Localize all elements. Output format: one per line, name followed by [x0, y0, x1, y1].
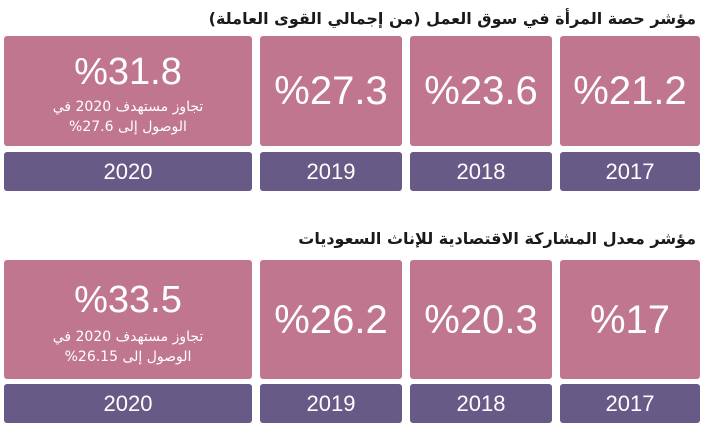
section2-year-2017: 2017: [560, 384, 700, 423]
section1-value-2020: %31.8: [74, 51, 182, 93]
section2-value-2018: %20.3: [424, 297, 538, 342]
section1-note-line1: تجاوز مستهدف 2020 في: [52, 99, 204, 115]
section1-value-card-2018: %23.6: [410, 36, 552, 146]
section1-value-2017: %21.2: [573, 69, 687, 113]
section1-year-2017: 2017: [560, 152, 700, 191]
section2-value-card-2017: %17: [560, 260, 700, 379]
section1-value-2018: %23.6: [424, 69, 538, 113]
section2-value-card-2020: %33.5 تجاوز مستهدف 2020 في الوصول إلى 26…: [4, 260, 252, 379]
section1-year-2019: 2019: [260, 152, 402, 191]
section2-year-2020: 2020: [4, 384, 252, 423]
section2-value-2020: %33.5: [74, 279, 182, 321]
section1-value-2019: %27.3: [274, 69, 388, 113]
section1-value-card-2019: %27.3: [260, 36, 402, 146]
section2-value-card-2018: %20.3: [410, 260, 552, 379]
section1-title: مؤشر حصة المرأة في سوق العمل (من إجمالي …: [208, 9, 696, 28]
section2-value-2017: %17: [589, 297, 671, 342]
section1-value-card-2020: %31.8 تجاوز مستهدف 2020 في الوصول إلى 27…: [4, 36, 252, 146]
section2-year-2018: 2018: [410, 384, 552, 423]
section2-note-line2: الوصول إلى 26.15%: [64, 349, 192, 365]
section1-year-2018: 2018: [410, 152, 552, 191]
section1-note-line2: الوصول إلى 27.6%: [69, 119, 187, 135]
section2-value-2019: %26.2: [274, 297, 388, 342]
section2-title: مؤشر معدل المشاركة الاقتصادية للإناث الس…: [298, 229, 696, 248]
section2-note-line1: تجاوز مستهدف 2020 في: [52, 329, 204, 345]
section1-year-2020: 2020: [4, 152, 252, 191]
section2-value-card-2019: %26.2: [260, 260, 402, 379]
section2-year-2019: 2019: [260, 384, 402, 423]
section1-value-card-2017: %21.2: [560, 36, 700, 146]
